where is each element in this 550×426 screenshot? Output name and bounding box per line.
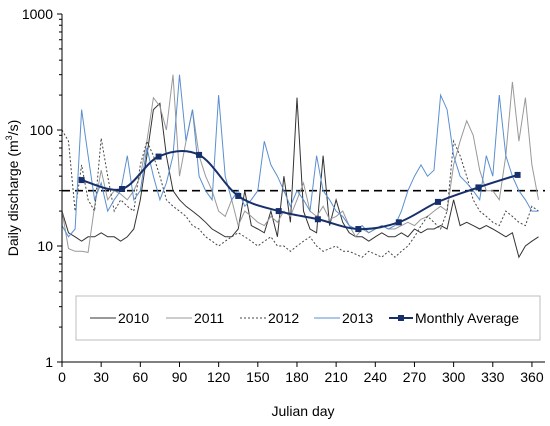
y-tick-label: 10 — [37, 238, 53, 254]
y-tick-label: 1 — [45, 354, 53, 370]
series-line-2013 — [61, 74, 539, 238]
marker-monthly-average — [475, 184, 482, 191]
legend-item-monthly-average: Monthly Average — [389, 310, 519, 326]
legend-label-2013: 2013 — [342, 310, 373, 326]
x-tick-label: 0 — [58, 369, 66, 385]
axes — [61, 14, 545, 363]
legend-item-2011: 2011 — [166, 310, 224, 326]
marker-monthly-average — [275, 208, 282, 215]
marker-monthly-average — [78, 177, 85, 184]
x-tick-label: 120 — [207, 369, 231, 385]
marker-monthly-average — [119, 186, 126, 193]
legend-label-2012: 2012 — [268, 310, 299, 326]
legend-marker-monthly-average — [398, 315, 404, 321]
legend-label-2011: 2011 — [194, 310, 224, 326]
legend-label-monthly-average: Monthly Average — [415, 310, 519, 326]
marker-monthly-average — [314, 216, 321, 223]
legend-box — [75, 295, 541, 341]
marker-monthly-average — [196, 151, 203, 158]
series-line-2010 — [61, 97, 539, 259]
x-tick-label: 330 — [481, 369, 505, 385]
marker-monthly-average — [514, 171, 521, 178]
x-tick-label: 30 — [93, 369, 109, 385]
marker-monthly-average — [395, 219, 402, 226]
marker-monthly-average — [155, 153, 162, 160]
legend-item-2013: 2013 — [314, 310, 373, 326]
tick-labels: 1 10 100 1000 0 30 60 90 120 150 180 210 240 270 300 33… — [22, 6, 544, 385]
x-tick-label: 270 — [403, 369, 427, 385]
y-tick-label: 100 — [30, 122, 54, 138]
x-tick-label: 150 — [246, 369, 270, 385]
legend-item-2010: 2010 — [90, 310, 149, 326]
marker-monthly-average — [434, 198, 441, 205]
y-tick-label: 1000 — [22, 6, 53, 22]
x-tick-label: 360 — [520, 369, 544, 385]
legend-item-2012: 2012 — [240, 310, 299, 326]
series-line-2012 — [61, 129, 539, 258]
x-tick-label: 300 — [442, 369, 466, 385]
series-line-monthly-average — [81, 150, 518, 231]
marker-monthly-average — [235, 192, 242, 199]
y-axis-label: Daily discharge (m3/s) — [4, 120, 21, 257]
legend: 2010 2011 2012 2013 Monthly Average — [75, 295, 541, 341]
legend-label-2010: 2010 — [118, 310, 149, 326]
x-tick-label: 90 — [172, 369, 188, 385]
x-tick-label: 60 — [133, 369, 149, 385]
marker-monthly-average — [355, 226, 362, 233]
x-axis-label: Julian day — [271, 403, 334, 419]
x-tick-label: 240 — [364, 369, 388, 385]
x-tick-label: 210 — [324, 369, 348, 385]
series-layer — [61, 74, 539, 259]
x-tick-label: 180 — [285, 369, 309, 385]
series-line-2011 — [61, 74, 539, 253]
